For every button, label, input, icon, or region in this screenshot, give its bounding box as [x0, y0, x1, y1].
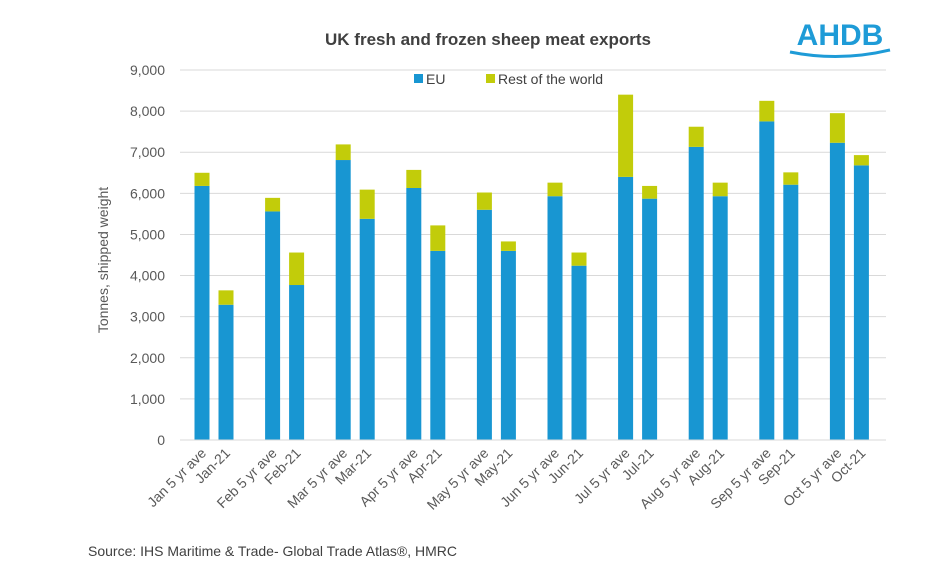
bar-segment-rest-of-world: [289, 252, 305, 286]
logo-swoosh-icon: [789, 48, 891, 59]
bar-segment-eu: [430, 250, 446, 440]
bar-segment-eu: [642, 198, 658, 440]
bar-segment-rest-of-world: [642, 185, 658, 199]
chart-title: UK fresh and frozen sheep meat exports: [325, 30, 651, 49]
bar-segment-rest-of-world: [712, 182, 728, 197]
legend-swatch-eu: [414, 74, 423, 83]
y-tick-label: 3,000: [130, 309, 165, 325]
y-tick-label: 2,000: [130, 350, 165, 366]
legend: EU Rest of the world: [414, 71, 603, 87]
logo-text: AHDB: [797, 19, 884, 52]
bar-segment-rest-of-world: [571, 252, 587, 266]
bar-segment-rest-of-world: [335, 144, 351, 161]
bar-segment-rest-of-world: [194, 172, 210, 186]
bar-segment-rest-of-world: [265, 197, 281, 212]
y-tick-label: 7,000: [130, 144, 165, 160]
bar-segment-rest-of-world: [853, 155, 869, 166]
bar-segment-eu: [571, 265, 587, 440]
bar-segment-eu: [829, 142, 845, 440]
bar-segment-rest-of-world: [759, 100, 775, 122]
bar-segment-rest-of-world: [829, 113, 845, 143]
bar-segment-rest-of-world: [359, 189, 375, 219]
bar-segment-eu: [618, 176, 634, 440]
gridlines: [180, 69, 886, 400]
bar-segment-rest-of-world: [218, 290, 234, 305]
y-tick-label: 0: [157, 432, 165, 448]
bar-segment-eu: [853, 165, 869, 440]
ahdb-logo: AHDB: [789, 19, 891, 59]
bar-segment-eu: [406, 187, 422, 440]
bars: [194, 94, 869, 441]
bar-segment-eu: [359, 218, 375, 440]
y-tick-label: 6,000: [130, 185, 165, 201]
bar-segment-rest-of-world: [783, 172, 799, 185]
bar-segment-rest-of-world: [547, 182, 563, 197]
bar-segment-rest-of-world: [688, 126, 704, 147]
bar-segment-eu: [335, 160, 351, 441]
bar-segment-eu: [194, 185, 210, 440]
bar-segment-eu: [289, 285, 305, 440]
bar-segment-eu: [476, 209, 492, 440]
bar-segment-eu: [500, 250, 516, 440]
bar-segment-eu: [218, 304, 234, 440]
bar-segment-rest-of-world: [476, 192, 492, 210]
y-tick-label: 4,000: [130, 268, 165, 284]
bar-segment-rest-of-world: [618, 94, 634, 177]
bar-segment-eu: [688, 146, 704, 440]
bar-segment-eu: [783, 184, 799, 440]
y-tick-label: 1,000: [130, 391, 165, 407]
y-tick-labels: 0 1,000 2,000 3,000 4,000 5,000 6,000 7,000 8,00…: [130, 62, 165, 448]
bar-segment-eu: [547, 196, 563, 440]
bar-segment-eu: [265, 211, 281, 440]
bar-segment-rest-of-world: [500, 241, 516, 251]
bar-segment-rest-of-world: [406, 169, 422, 188]
legend-swatch-rest-of-world: [486, 74, 495, 83]
y-tick-label: 8,000: [130, 103, 165, 119]
bar-segment-eu: [759, 121, 775, 440]
y-axis-label: Tonnes, shipped weight: [95, 187, 111, 333]
bar-segment-eu: [712, 196, 728, 440]
source-note: Source: IHS Maritime & Trade- Global Tra…: [88, 543, 457, 559]
y-tick-label: 9,000: [130, 62, 165, 78]
legend-label-eu: EU: [426, 71, 445, 87]
legend-label-rest-of-world: Rest of the world: [498, 71, 603, 87]
bar-segment-rest-of-world: [430, 225, 446, 251]
y-tick-label: 5,000: [130, 226, 165, 242]
